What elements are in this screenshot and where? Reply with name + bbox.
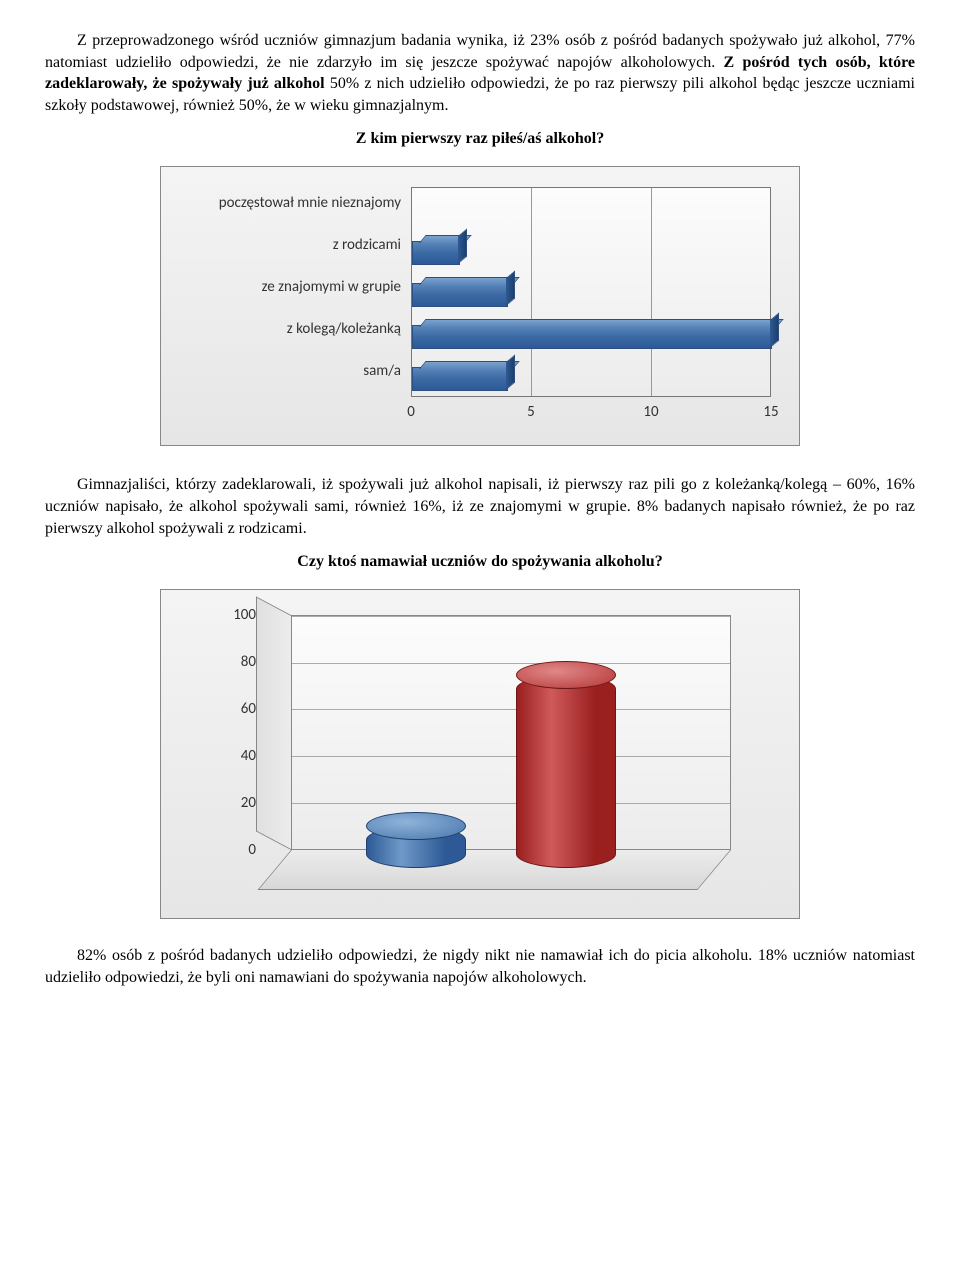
bar xyxy=(412,325,772,349)
x-tick: 10 xyxy=(643,403,658,421)
y-tick: 60 xyxy=(241,700,256,718)
gridline xyxy=(531,188,532,396)
chart1-title: Z kim pierwszy raz piłeś/aś alkohol? xyxy=(45,130,915,148)
y-tick: 80 xyxy=(241,653,256,671)
cylinder-chart-frame: 0 20 40 60 80 100 xyxy=(160,589,800,919)
gridline xyxy=(292,616,730,617)
bar-row xyxy=(412,232,460,274)
x-tick: 5 xyxy=(527,403,535,421)
chart2-title: Czy ktoś namawiał uczniów do spożywania … xyxy=(45,553,915,571)
bar-row xyxy=(412,358,508,400)
bar-category-label: z kolegą/koleżanką xyxy=(161,320,401,338)
back-wall xyxy=(291,615,731,850)
y-tick: 0 xyxy=(248,841,256,859)
bar-plot-area xyxy=(411,187,771,397)
y-tick: 20 xyxy=(241,794,256,812)
bar-chart: poczęstował mnie nieznajomy z rodzicami … xyxy=(160,166,800,446)
gridline xyxy=(292,663,730,664)
cylinder-body xyxy=(516,675,616,868)
cylinder-bar xyxy=(516,675,616,868)
paragraph-3: 82% osób z pośród badanych udzieliło odp… xyxy=(45,945,915,988)
x-tick: 15 xyxy=(763,403,778,421)
y-axis-ticks: 0 20 40 60 80 100 xyxy=(206,615,256,850)
gridline xyxy=(292,803,730,804)
gridline xyxy=(292,756,730,757)
side-wall xyxy=(256,597,291,851)
bar xyxy=(412,241,460,265)
gridline xyxy=(651,188,652,396)
x-axis-ticks: 0 5 10 15 xyxy=(411,403,771,427)
bar-chart-frame: poczęstował mnie nieznajomy z rodzicami … xyxy=(160,166,800,446)
bar-row xyxy=(412,274,508,316)
bar-category-label: z rodzicami xyxy=(161,236,401,254)
cylinder-bar xyxy=(366,826,466,868)
cylinder-chart: 0 20 40 60 80 100 xyxy=(160,589,800,919)
bar-category-label: sam/a xyxy=(161,362,401,380)
paragraph-2: Gimnazjaliści, którzy zadeklarowali, iż … xyxy=(45,474,915,539)
bar-category-label: poczęstował mnie nieznajomy xyxy=(161,194,401,212)
paragraph-1: Z przeprowadzonego wśród uczniów gimnazj… xyxy=(45,30,915,116)
y-tick: 40 xyxy=(241,747,256,765)
bar-row xyxy=(412,316,772,358)
bar xyxy=(412,283,508,307)
gridline xyxy=(292,709,730,710)
floor xyxy=(257,850,731,890)
cylinder-top xyxy=(366,812,466,840)
x-tick: 0 xyxy=(407,403,415,421)
y-tick: 100 xyxy=(233,606,256,624)
bar-category-label: ze znajomymi w grupie xyxy=(161,278,401,296)
bar xyxy=(412,367,508,391)
